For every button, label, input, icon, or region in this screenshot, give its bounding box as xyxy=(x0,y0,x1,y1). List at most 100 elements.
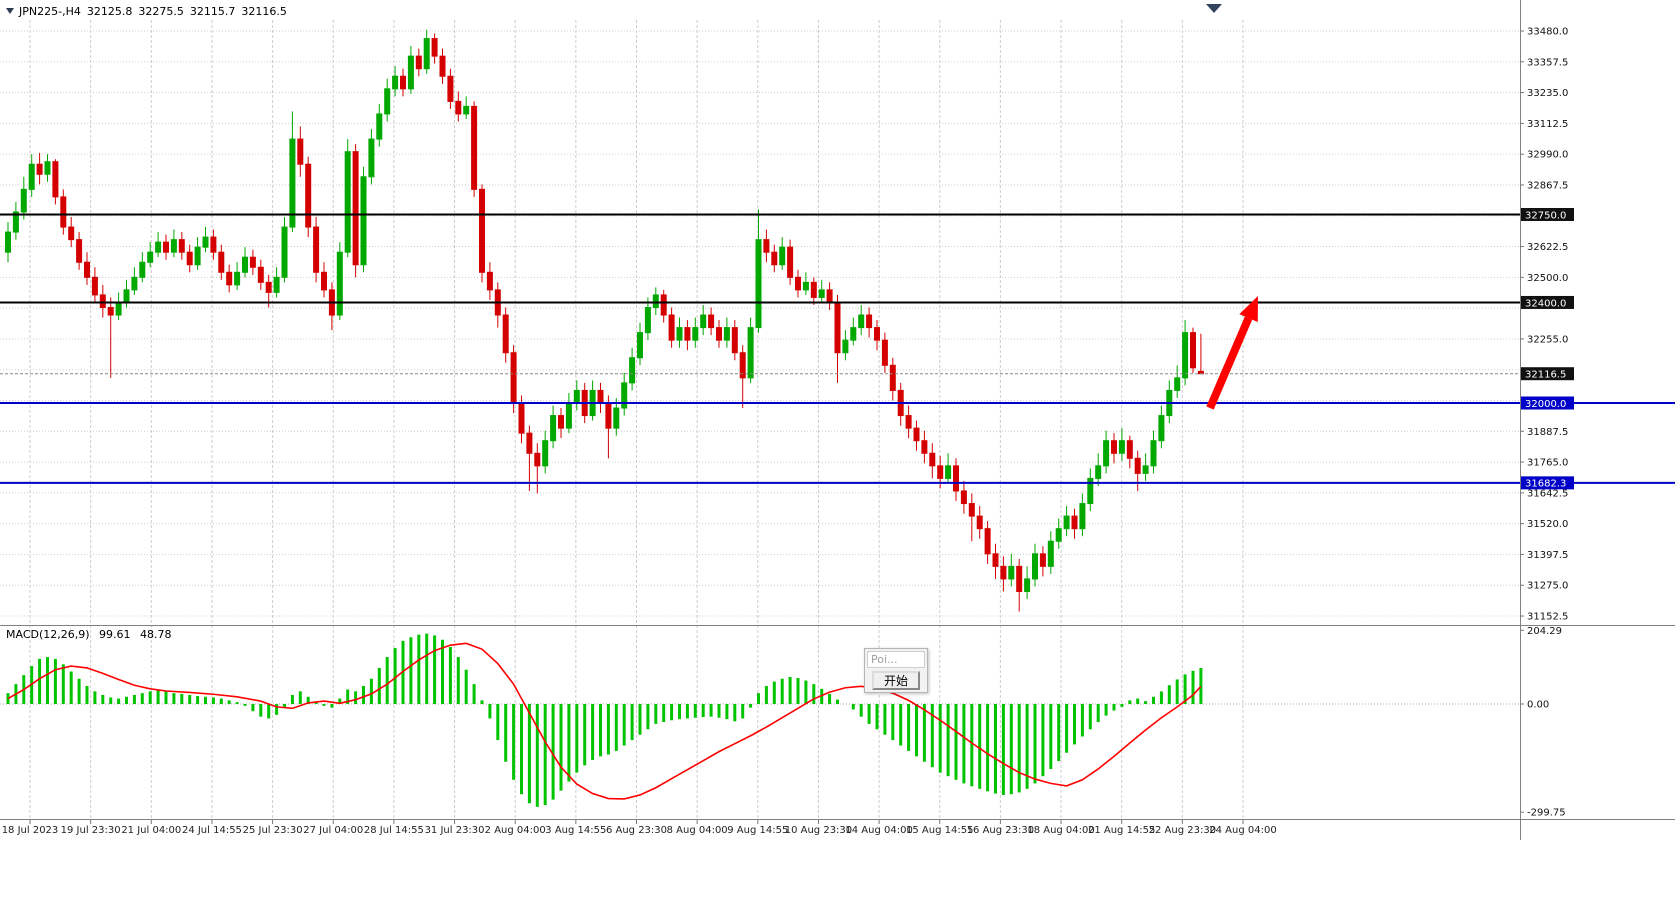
chart-canvas[interactable]: 33480.0 33357.5 33235.0 33112.5 32990.0 32867… xyxy=(0,0,1675,846)
start-button[interactable]: 开始 xyxy=(872,671,920,690)
candle-bearish xyxy=(763,239,770,253)
candle-bullish xyxy=(779,246,786,266)
candle-bearish xyxy=(684,327,691,341)
candle-bullish xyxy=(273,276,280,293)
svg-text:14 Aug 04:00: 14 Aug 04:00 xyxy=(845,825,912,836)
time-axis[interactable]: 18 Jul 2023 19 Jul 23:30 21 Jul 04:00 24 Ju… xyxy=(2,820,1277,836)
candle-bullish xyxy=(676,327,683,341)
symbol-dropdown-icon[interactable] xyxy=(6,8,14,14)
svg-text:25 Jul 23:30: 25 Jul 23:30 xyxy=(243,825,303,836)
svg-text:31397.5: 31397.5 xyxy=(1527,550,1568,561)
candle-bullish xyxy=(376,113,383,140)
candle-bullish xyxy=(818,289,825,298)
candle-bearish xyxy=(186,251,193,266)
candle-bullish xyxy=(1063,515,1070,530)
candle-bearish xyxy=(874,327,880,341)
svg-text:32990.0: 32990.0 xyxy=(1527,150,1568,161)
svg-text:32750.0: 32750.0 xyxy=(1525,210,1566,221)
candle-bullish xyxy=(1182,332,1189,379)
svg-text:32867.5: 32867.5 xyxy=(1527,180,1568,191)
candle-bearish xyxy=(668,314,675,341)
svg-text:32000.0: 32000.0 xyxy=(1525,399,1566,410)
chart-shift-icon[interactable] xyxy=(1206,4,1222,13)
candle-bullish xyxy=(550,415,557,442)
candle-bullish xyxy=(12,211,19,233)
candle-bearish xyxy=(968,503,975,517)
svg-text:19 Jul 23:30: 19 Jul 23:30 xyxy=(61,825,121,836)
candle-bullish xyxy=(1118,440,1125,454)
candle-bullish xyxy=(1095,465,1102,479)
candle-bullish xyxy=(652,294,659,308)
candle-bearish xyxy=(257,266,264,283)
candle-bearish xyxy=(660,294,667,316)
candle-bearish xyxy=(352,151,359,266)
candle-bullish xyxy=(1079,503,1086,530)
candle-bullish xyxy=(1032,553,1038,580)
svg-text:31642.5: 31642.5 xyxy=(1527,488,1568,499)
candle-bullish xyxy=(613,407,620,429)
macd-name: MACD(12,26,9) xyxy=(6,628,90,641)
svg-text:15 Aug 14:55: 15 Aug 14:55 xyxy=(906,825,973,836)
svg-text:31520.0: 31520.0 xyxy=(1527,519,1568,530)
candle-bullish xyxy=(281,226,288,278)
candle-bullish xyxy=(858,314,865,329)
price-badges: 32750.0 32400.0 32000.0 31682.3 32116.5 xyxy=(1521,207,1574,490)
svg-text:32116.5: 32116.5 xyxy=(1525,370,1566,381)
candle-bullish xyxy=(384,88,391,115)
candle-bearish xyxy=(597,389,604,404)
candle-bullish xyxy=(368,138,375,178)
candle-bearish xyxy=(305,163,312,228)
candle-bearish xyxy=(834,301,841,354)
candle-bullish xyxy=(565,402,572,429)
candle-bullish xyxy=(842,339,849,354)
svg-text:21 Aug 14:55: 21 Aug 14:55 xyxy=(1088,825,1155,836)
candle-bearish xyxy=(881,339,888,366)
svg-text:33112.5: 33112.5 xyxy=(1527,119,1568,130)
candle-bullish xyxy=(945,465,952,479)
candle-bullish xyxy=(573,389,580,404)
candle-bullish xyxy=(194,246,201,266)
price-axis[interactable]: 33480.0 33357.5 33235.0 33112.5 32990.0 32867… xyxy=(1520,27,1568,623)
svg-text:31887.5: 31887.5 xyxy=(1527,427,1568,438)
candle-bullish xyxy=(542,440,549,467)
candle-bullish xyxy=(170,239,177,253)
candles-layer xyxy=(5,29,1204,612)
candle-bearish xyxy=(905,415,912,429)
candle-bearish xyxy=(1190,332,1196,369)
candle-bearish xyxy=(976,515,983,530)
candle-bullish xyxy=(242,256,248,273)
candle-bullish xyxy=(147,251,154,263)
macd-indicator-label: MACD(12,26,9) 99.61 48.78 xyxy=(6,628,178,641)
candle-bearish xyxy=(76,239,83,263)
popup-title[interactable]: Poi... xyxy=(867,651,925,668)
candle-bearish xyxy=(60,196,67,228)
svg-text:18 Jul 2023: 18 Jul 2023 xyxy=(2,825,59,836)
candle-bearish xyxy=(787,246,794,278)
candle-bullish xyxy=(629,357,636,384)
svg-text:24 Jul 14:55: 24 Jul 14:55 xyxy=(182,825,242,836)
candle-bullish xyxy=(234,271,241,286)
candle-bearish xyxy=(826,289,833,303)
candle-bearish xyxy=(960,490,967,505)
svg-text:31275.0: 31275.0 xyxy=(1527,581,1568,592)
candle-bearish xyxy=(795,276,801,291)
panel-separator[interactable] xyxy=(0,0,1675,840)
candle-bearish xyxy=(321,271,327,291)
candle-bearish xyxy=(866,314,873,329)
svg-text:16 Aug 23:30: 16 Aug 23:30 xyxy=(967,825,1034,836)
macd-signal-value: 48.78 xyxy=(140,628,172,641)
symbol-period-label: JPN225-,H4 xyxy=(19,4,81,18)
svg-text:2 Aug 04:00: 2 Aug 04:00 xyxy=(485,825,546,836)
trend-arrow-annotation[interactable] xyxy=(1206,296,1258,410)
svg-text:31682.3: 31682.3 xyxy=(1525,479,1566,490)
candle-bearish xyxy=(84,261,90,278)
candle-bearish xyxy=(265,281,272,293)
svg-text:32500.0: 32500.0 xyxy=(1527,273,1568,284)
ohlc-close: 32116.5 xyxy=(241,4,287,18)
macd-axis[interactable]: 204.29 0.00 -299.75 xyxy=(1520,626,1566,819)
ohlc-high: 32275.5 xyxy=(138,4,184,18)
candle-bearish xyxy=(210,236,217,253)
candle-bearish xyxy=(297,138,304,165)
candle-bullish xyxy=(692,327,699,341)
svg-text:3 Aug 14:55: 3 Aug 14:55 xyxy=(545,825,606,836)
